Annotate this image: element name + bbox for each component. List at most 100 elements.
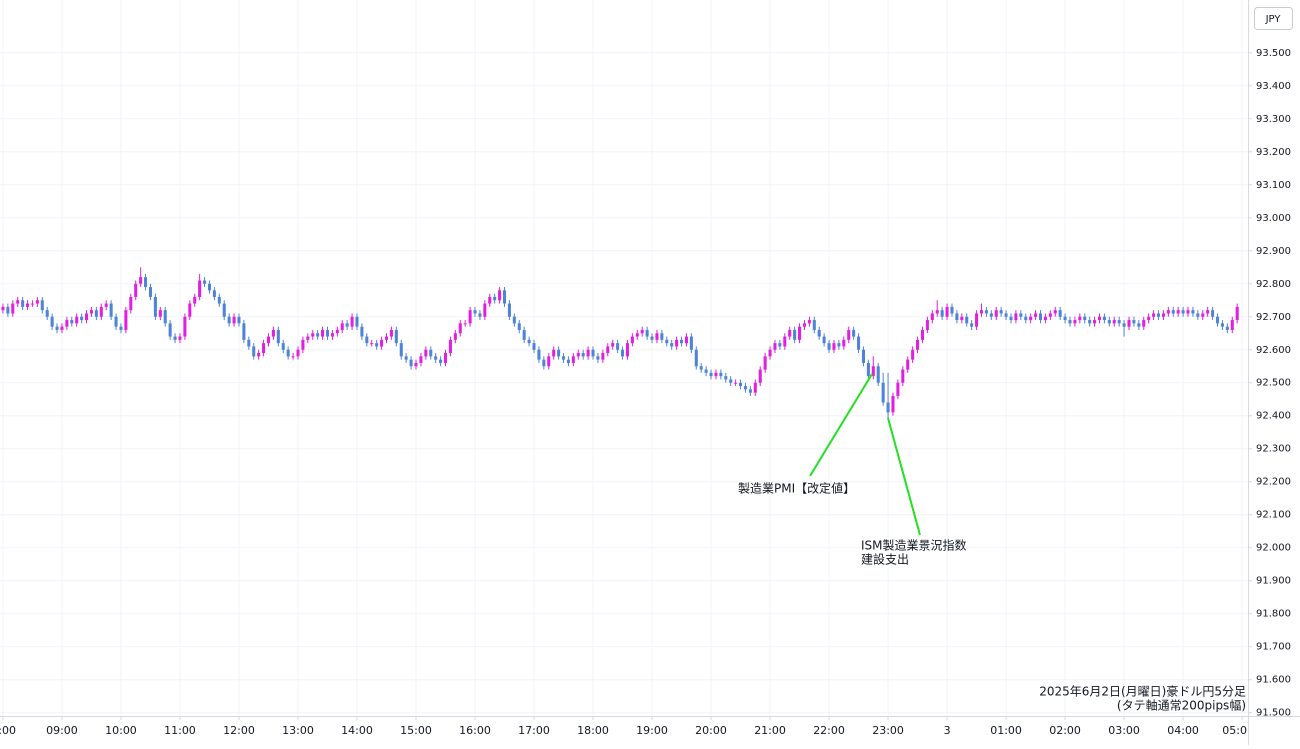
candle-body	[188, 303, 192, 317]
y-tick-label: 93.300	[1256, 114, 1291, 125]
y-tick-label: 91.600	[1256, 675, 1291, 686]
candle-body	[1014, 313, 1018, 321]
candle-body	[665, 339, 669, 344]
candle-body	[360, 326, 364, 337]
candle-body	[463, 323, 467, 325]
candle-body	[1034, 313, 1038, 317]
candle-body	[793, 329, 797, 340]
candle-body	[832, 343, 836, 350]
candle-body	[1019, 313, 1023, 317]
candle-body	[699, 366, 703, 370]
candle-body	[1235, 306, 1239, 321]
candle-body	[1211, 310, 1215, 317]
candle-body	[1088, 320, 1092, 324]
candle-body	[434, 356, 438, 360]
candle-body	[153, 296, 157, 317]
candle-body	[798, 326, 802, 340]
candle-body	[1132, 320, 1136, 324]
candle-body	[483, 303, 487, 317]
candle-body	[630, 336, 634, 344]
candle-body	[783, 336, 787, 347]
candle-body	[178, 336, 182, 340]
candle-body	[1122, 323, 1126, 327]
candle-body	[321, 329, 325, 337]
candle-body	[276, 329, 280, 344]
candle-body	[257, 353, 261, 357]
candle-body	[1078, 316, 1082, 321]
candle-body	[655, 333, 659, 340]
candle-body	[901, 369, 905, 383]
candle-body	[448, 339, 452, 354]
candle-body	[389, 329, 393, 337]
candle-body	[1147, 316, 1151, 321]
candle-body	[429, 349, 433, 357]
candle-body	[365, 336, 369, 344]
candle-body	[330, 333, 334, 337]
candle-body	[1058, 310, 1062, 317]
x-tick-label: 3	[944, 724, 951, 737]
candle-body	[291, 356, 295, 358]
candle-body	[1107, 320, 1111, 324]
currency-label: JPY	[1265, 14, 1282, 25]
candle-body	[419, 356, 423, 363]
y-tick-label: 92.100	[1256, 510, 1291, 521]
candle-body	[753, 382, 757, 393]
x-tick-label: 12:00	[223, 724, 255, 737]
candle-body	[424, 349, 428, 357]
candle-body	[380, 339, 384, 347]
candle-body	[414, 362, 418, 367]
candle-body	[743, 386, 747, 390]
y-tick-label: 92.000	[1256, 543, 1291, 554]
candle-body	[11, 303, 15, 314]
candle-body	[306, 336, 310, 340]
candle-body	[778, 343, 782, 347]
grid	[0, 0, 1248, 716]
candle-body	[566, 359, 570, 363]
y-tick-label: 92.400	[1256, 411, 1291, 422]
candle-body	[468, 310, 472, 324]
y-tick-label: 93.500	[1256, 48, 1291, 59]
x-tick-label: 14:00	[341, 724, 373, 737]
candle-body	[453, 333, 457, 340]
candle-body	[296, 349, 300, 357]
candle-body	[729, 379, 733, 383]
candle-body	[203, 280, 207, 284]
candle-body	[247, 339, 251, 347]
candle-body	[404, 356, 408, 360]
candle-body	[21, 300, 25, 307]
candle-body	[281, 343, 285, 350]
y-tick-label: 93.000	[1256, 213, 1291, 224]
y-tick-label: 92.500	[1256, 378, 1291, 389]
candle-body	[1117, 320, 1121, 324]
candle-body	[439, 359, 443, 363]
candle-body	[591, 349, 595, 357]
caption: (タテ軸通常200pips幅)	[1117, 698, 1246, 713]
candle-body	[807, 320, 811, 324]
candle-body	[384, 336, 389, 340]
candle-body	[114, 316, 118, 327]
y-tick-label: 91.500	[1256, 708, 1291, 719]
candle-body	[881, 382, 885, 403]
candle-body	[399, 343, 403, 357]
x-tick-label: 18:00	[577, 724, 609, 737]
candle-body	[994, 310, 998, 317]
candle-body	[1048, 313, 1052, 317]
candle-body	[532, 343, 536, 350]
candle-body	[232, 316, 236, 324]
candle-body	[739, 382, 743, 387]
candle-body	[507, 303, 511, 317]
candle-body	[866, 362, 870, 377]
candle-body	[94, 310, 98, 317]
candle-body	[50, 316, 54, 327]
candle-body	[311, 333, 315, 337]
candle-body	[370, 343, 374, 345]
candle-body	[704, 369, 708, 373]
candle-body	[478, 313, 482, 317]
candle-body	[635, 333, 639, 337]
candle-body	[1137, 323, 1141, 327]
candle-body	[871, 366, 875, 377]
x-tick-label: 20:00	[695, 724, 727, 737]
candle-body	[586, 349, 590, 357]
